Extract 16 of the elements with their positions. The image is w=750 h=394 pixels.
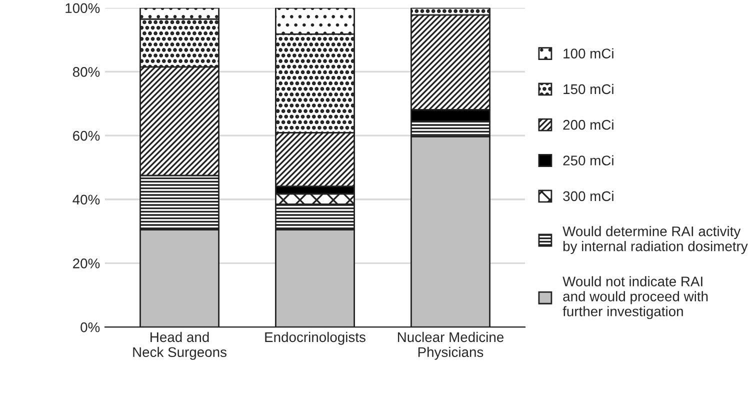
x-tick-label: Endocrinologists xyxy=(265,332,366,345)
y-tick-label: 100% xyxy=(66,3,100,14)
y-tick-label: 80% xyxy=(72,67,100,77)
y-tick-label: 0% xyxy=(80,322,100,332)
legend-label: Would not indicate RAI and would proceed with further investigation xyxy=(562,276,708,320)
legend-label: Would determine RAI activity by internal radiation dosimetry xyxy=(562,226,748,254)
legend-label: 200 mCi xyxy=(563,120,614,130)
legend-label: 300 mCi xyxy=(563,190,614,202)
legend-label: 250 mCi xyxy=(563,155,614,166)
y-tick-label: 20% xyxy=(73,258,100,268)
x-tick-label: Nuclear Medicine Physicians xyxy=(398,332,504,360)
y-tick-label: 40% xyxy=(72,194,100,205)
legend-label: 100 mCi xyxy=(564,48,614,58)
x-tick-label: Head and Neck Surgeons xyxy=(133,332,226,360)
y-tick-label: 60% xyxy=(73,130,100,141)
legend-label: 150 mCi xyxy=(564,84,614,94)
